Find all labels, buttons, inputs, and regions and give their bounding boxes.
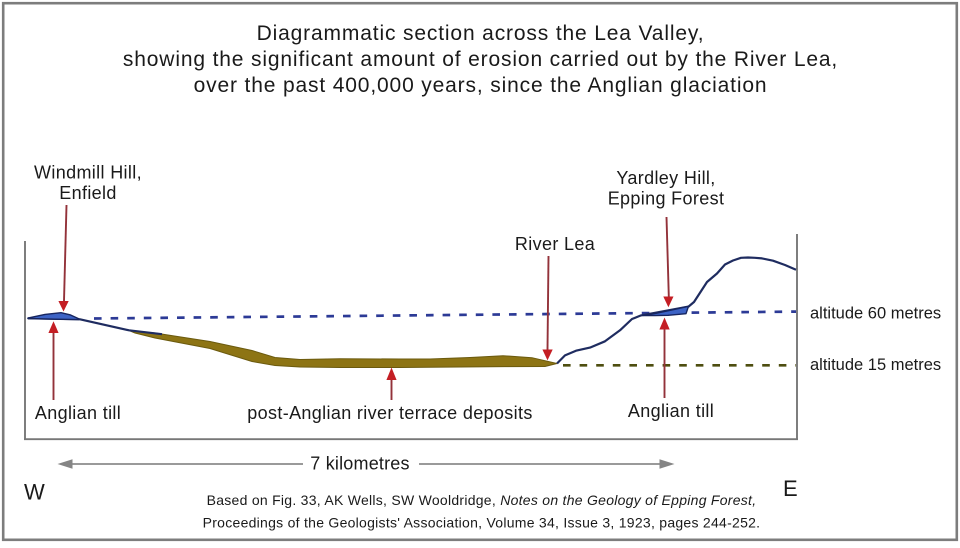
svg-text:River Lea: River Lea: [515, 234, 596, 254]
svg-text:post-Anglian river terrace dep: post-Anglian river terrace deposits: [247, 403, 532, 423]
svg-text:Enfield: Enfield: [59, 183, 117, 203]
svg-text:Based on Fig. 33, AK Wells, SW: Based on Fig. 33, AK Wells, SW Wooldridg…: [207, 492, 757, 508]
svg-text:7 kilometres: 7 kilometres: [310, 454, 409, 474]
svg-text:over the past 400,000 years, s: over the past 400,000 years, since the A…: [194, 74, 768, 97]
svg-text:Epping Forest: Epping Forest: [608, 189, 725, 209]
svg-text:altitude 15 metres: altitude 15 metres: [810, 356, 941, 374]
svg-text:showing the significant amount: showing the significant amount of erosio…: [123, 48, 838, 71]
svg-text:altitude 60 metres: altitude 60 metres: [810, 305, 941, 323]
svg-text:Yardley Hill,: Yardley Hill,: [616, 168, 715, 188]
svg-text:Windmill Hill,: Windmill Hill,: [34, 163, 142, 183]
svg-text:Diagrammatic section across th: Diagrammatic section across the Lea Vall…: [257, 22, 705, 45]
svg-text:Anglian till: Anglian till: [35, 403, 121, 423]
svg-text:Proceedings of the Geologists': Proceedings of the Geologists' Associati…: [203, 515, 761, 531]
svg-text:Anglian till: Anglian till: [628, 401, 714, 421]
svg-text:W: W: [24, 480, 45, 505]
svg-text:E: E: [783, 476, 798, 501]
